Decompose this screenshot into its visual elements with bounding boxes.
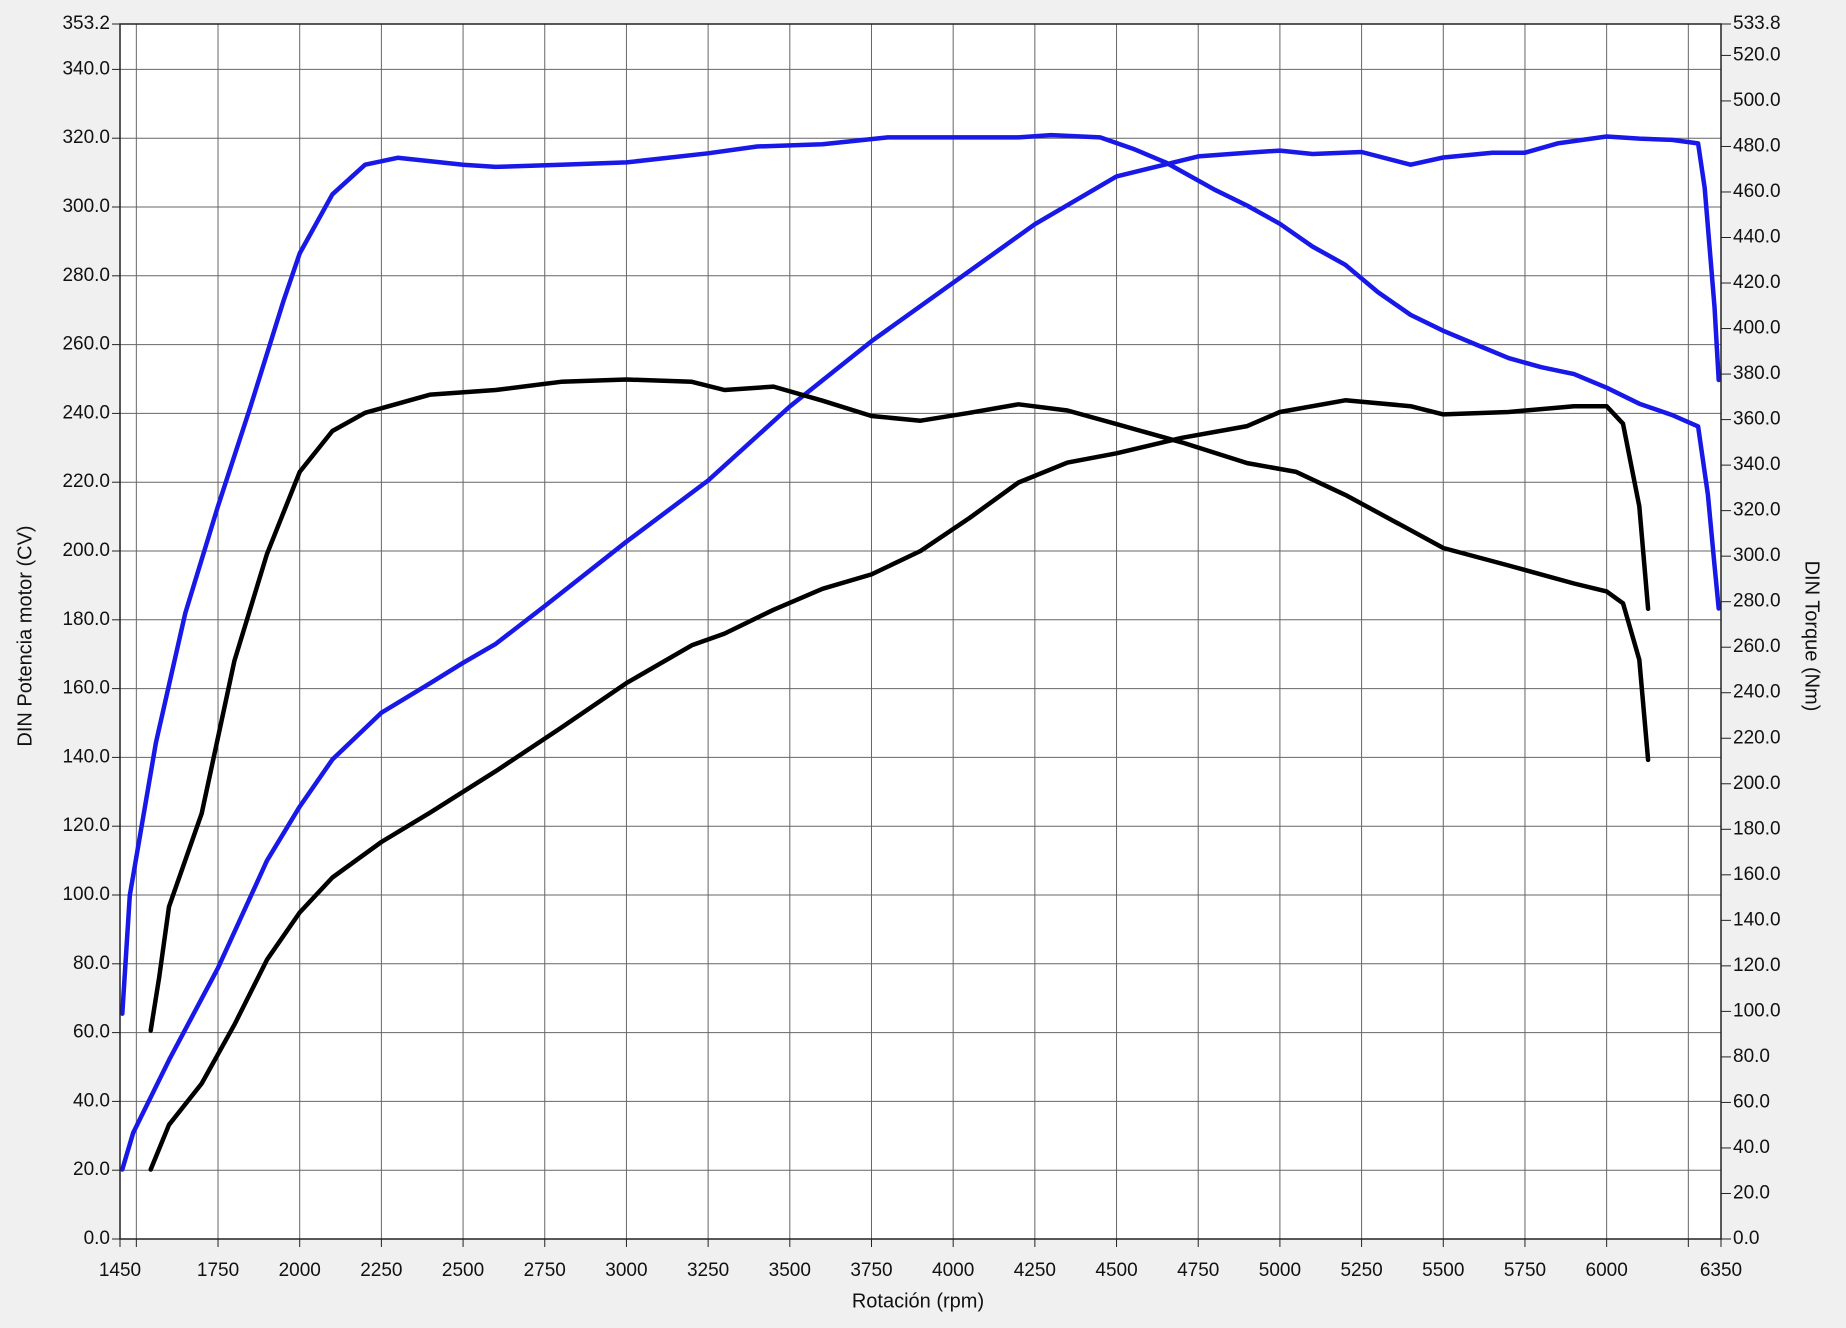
series-line xyxy=(148,377,1651,1033)
y2-tick-label: 400.0 xyxy=(1733,318,1781,339)
y2-tick-label: 100.0 xyxy=(1733,1000,1781,1021)
y-tick-label: 160.0 xyxy=(62,678,110,699)
y-tick-label: 40.0 xyxy=(73,1090,110,1111)
y-tick-label: 280.0 xyxy=(62,265,110,286)
y2-tick-label: 160.0 xyxy=(1733,864,1781,885)
x-tick-label: 4250 xyxy=(1014,1260,1056,1281)
x-tick-label: 5250 xyxy=(1340,1260,1382,1281)
y2-tick-label: 533.8 xyxy=(1733,13,1781,34)
x-tick-label: 5750 xyxy=(1504,1260,1546,1281)
plot-area xyxy=(120,24,1721,1239)
lines xyxy=(120,132,1721,1172)
y-tick-label: 240.0 xyxy=(62,402,110,423)
y-tick-label: 60.0 xyxy=(73,1022,110,1043)
y-tick-label: 120.0 xyxy=(62,815,110,836)
y2-tick-label: 500.0 xyxy=(1733,90,1781,111)
y-tick-label: 200.0 xyxy=(62,540,110,561)
y-axis-title: DIN Potencia motor (CV) xyxy=(14,525,36,746)
y2-tick-label: 40.0 xyxy=(1733,1137,1770,1158)
x-tick-label: 6000 xyxy=(1586,1260,1628,1281)
x-tick-label: 5000 xyxy=(1259,1260,1301,1281)
series-line xyxy=(148,398,1651,1172)
x-tick-label: 3250 xyxy=(687,1260,729,1281)
x-tick-label: 2000 xyxy=(279,1260,321,1281)
y-tick-label: 0.0 xyxy=(84,1228,110,1249)
y2-tick-label: 80.0 xyxy=(1733,1046,1770,1067)
y2-axis-title: DIN Torque (Nm) xyxy=(1801,561,1823,712)
y-tick-label: 260.0 xyxy=(62,334,110,355)
x-tick-label: 1750 xyxy=(197,1260,239,1281)
y2-tick-label: 420.0 xyxy=(1733,272,1781,293)
y2-tick-label: 260.0 xyxy=(1733,636,1781,657)
y2-tick-label: 300.0 xyxy=(1733,545,1781,566)
series-line xyxy=(120,132,1721,1016)
y2-tick-label: 220.0 xyxy=(1733,727,1781,748)
y2-tick-label: 280.0 xyxy=(1733,591,1781,612)
y2-tick-label: 520.0 xyxy=(1733,44,1781,65)
y2-tick-label: 20.0 xyxy=(1733,1182,1770,1203)
y2-tick-label: 480.0 xyxy=(1733,135,1781,156)
x-axis-title: Rotación (rpm) xyxy=(852,1290,984,1312)
x-tick-label: 5500 xyxy=(1422,1260,1464,1281)
y2-tick-label: 0.0 xyxy=(1733,1228,1759,1249)
y-tick-label: 300.0 xyxy=(62,196,110,217)
y-tick-label: 320.0 xyxy=(62,127,110,148)
y-tick-label: 180.0 xyxy=(62,609,110,630)
y2-tick-label: 460.0 xyxy=(1733,181,1781,202)
x-tick-label: 2500 xyxy=(442,1260,484,1281)
y2-tick-label: 380.0 xyxy=(1733,363,1781,384)
y2-tick-label: 320.0 xyxy=(1733,500,1781,521)
y-tick-label: 100.0 xyxy=(62,884,110,905)
y-tick-label: 220.0 xyxy=(62,471,110,492)
y-tick-label: 80.0 xyxy=(73,953,110,974)
x-tick-label: 2750 xyxy=(524,1260,566,1281)
y2-tick-label: 140.0 xyxy=(1733,909,1781,930)
y-tick-label: 353.2 xyxy=(62,13,110,34)
y2-tick-label: 120.0 xyxy=(1733,955,1781,976)
x-tick-label: 1450 xyxy=(99,1260,141,1281)
y2-tick-label: 200.0 xyxy=(1733,773,1781,794)
y-tick-label: 340.0 xyxy=(62,58,110,79)
x-tick-label: 4000 xyxy=(932,1260,974,1281)
y-tick-label: 140.0 xyxy=(62,746,110,767)
plot-border xyxy=(119,23,1722,1240)
x-tick-label: 3500 xyxy=(769,1260,811,1281)
y2-tick-label: 360.0 xyxy=(1733,409,1781,430)
x-tick-label: 4750 xyxy=(1177,1260,1219,1281)
y-tick-label: 20.0 xyxy=(73,1159,110,1180)
x-tick-label: 3750 xyxy=(850,1260,892,1281)
y2-tick-label: 180.0 xyxy=(1733,818,1781,839)
x-tick-label: 4500 xyxy=(1095,1260,1137,1281)
x-tick-label: 2250 xyxy=(360,1260,402,1281)
x-tick-label: 6350 xyxy=(1700,1260,1742,1281)
x-tick-label: 3000 xyxy=(605,1260,647,1281)
y2-tick-label: 440.0 xyxy=(1733,227,1781,248)
y2-tick-label: 240.0 xyxy=(1733,682,1781,703)
y2-tick-label: 340.0 xyxy=(1733,454,1781,475)
series-line xyxy=(120,134,1721,1172)
y2-tick-label: 60.0 xyxy=(1733,1091,1770,1112)
